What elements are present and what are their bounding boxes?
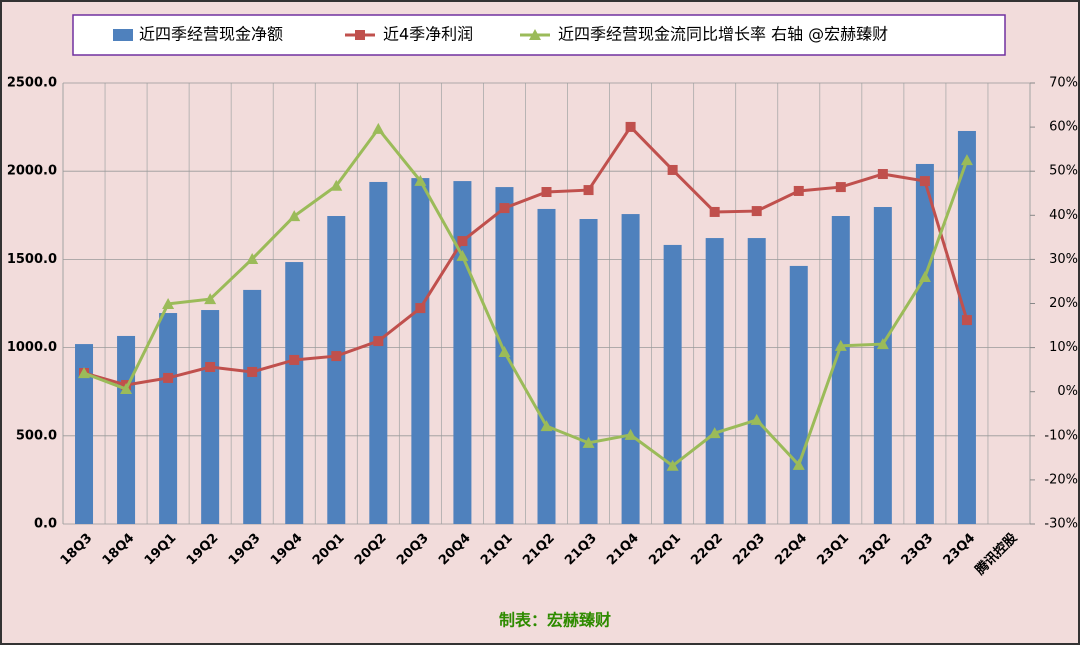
line-marker <box>330 179 343 191</box>
bar <box>579 219 598 524</box>
y-tick-label: 0.0 <box>34 517 57 532</box>
bar <box>327 216 346 524</box>
y-tick-label: 500.0 <box>16 428 57 443</box>
line-marker <box>162 297 175 309</box>
line-marker <box>288 210 301 222</box>
bar <box>159 313 178 524</box>
line-marker <box>666 459 679 471</box>
line <box>83 124 969 387</box>
bar <box>411 178 430 525</box>
line-marker <box>498 346 511 358</box>
line-marker <box>961 315 972 326</box>
bar <box>537 208 556 525</box>
y2-tick-label: 70% <box>1049 76 1078 91</box>
line-marker <box>793 185 804 196</box>
y-tick-label: 2000.0 <box>7 164 57 179</box>
bar <box>369 181 388 525</box>
line-marker <box>625 121 636 132</box>
line-marker <box>750 413 763 425</box>
bar <box>201 310 220 524</box>
line-marker <box>708 427 721 439</box>
bar <box>789 265 808 524</box>
line-marker <box>877 169 888 180</box>
y2-tick-label: 10% <box>1049 340 1078 355</box>
bar <box>663 244 682 525</box>
line-marker <box>163 372 174 383</box>
bar <box>621 214 640 525</box>
line-marker <box>960 154 973 166</box>
line-marker <box>835 182 846 193</box>
legend-label: 近四季经营现金流同比增长率 右轴 @宏赫臻财 <box>558 25 888 44</box>
y2-tick-label: 0% <box>1057 384 1078 399</box>
line-marker <box>372 122 385 134</box>
line-marker <box>415 303 426 314</box>
line-marker <box>709 206 720 217</box>
line-marker <box>120 383 133 395</box>
bar <box>453 181 472 524</box>
bar <box>747 238 766 524</box>
bar <box>957 130 976 524</box>
legend-label: 近4季净利润 <box>383 25 473 44</box>
y2-tick-label: -30% <box>1044 517 1078 532</box>
y2-tick-label: -10% <box>1044 428 1078 443</box>
y2-tick-label: 50% <box>1049 164 1078 179</box>
line-marker <box>205 362 216 373</box>
line-marker <box>667 164 678 175</box>
line-marker <box>373 336 384 347</box>
line <box>83 126 969 468</box>
line-marker <box>583 185 594 196</box>
line-marker <box>624 428 637 440</box>
source: 制表：宏赫臻财 <box>499 611 611 630</box>
y-tick-label: 1500.0 <box>7 252 57 267</box>
bar <box>705 238 724 524</box>
bar <box>873 207 892 524</box>
legend-marker <box>529 29 541 40</box>
bar <box>831 216 850 524</box>
line-marker <box>751 206 762 217</box>
line-marker <box>919 176 930 187</box>
line-marker <box>582 436 595 448</box>
line-marker <box>78 367 91 379</box>
line-marker <box>204 293 217 305</box>
line-marker <box>540 420 553 432</box>
line-marker <box>246 252 259 264</box>
legend-marker <box>355 30 365 40</box>
line-marker <box>918 271 931 283</box>
bar <box>75 344 94 524</box>
y2-tick-label: 20% <box>1049 296 1078 311</box>
line-marker <box>499 203 510 214</box>
bar <box>915 163 934 525</box>
line-marker <box>247 366 258 377</box>
bar <box>243 289 262 524</box>
bar <box>285 262 304 524</box>
line-marker <box>456 249 469 261</box>
line-marker <box>414 174 427 186</box>
y-tick-label: 2500.0 <box>7 76 57 91</box>
legend-swatch <box>113 29 133 41</box>
y-tick-label: 1000.0 <box>7 340 57 355</box>
y2-tick-label: 60% <box>1049 120 1078 135</box>
line-marker <box>792 458 805 470</box>
line-marker <box>541 187 552 198</box>
y2-tick-label: 40% <box>1049 208 1078 223</box>
line-marker <box>331 351 342 362</box>
legend-label: 近四季经营现金净额 <box>139 25 283 44</box>
line-marker <box>289 354 300 365</box>
y2-tick-label: 30% <box>1049 252 1078 267</box>
line-marker <box>834 339 847 351</box>
line-marker <box>457 236 468 247</box>
bar <box>117 335 136 524</box>
y2-tick-label: -20% <box>1044 472 1078 487</box>
line-marker <box>876 338 889 350</box>
